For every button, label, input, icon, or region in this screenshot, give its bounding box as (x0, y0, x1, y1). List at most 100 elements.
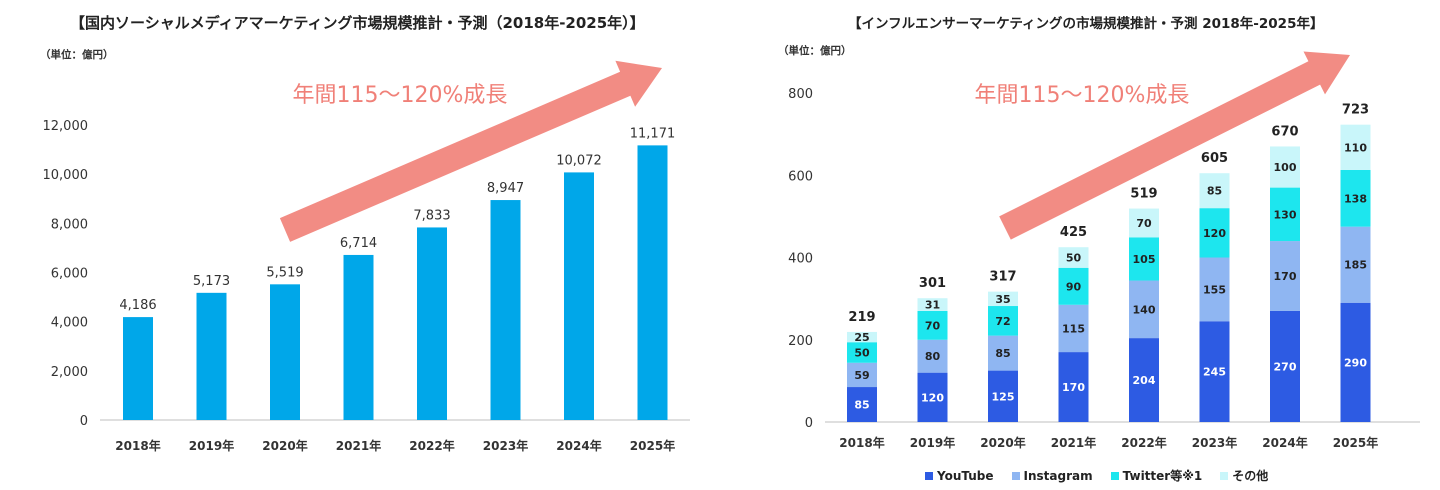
segment-label: 80 (925, 350, 941, 363)
segment-label: 125 (992, 390, 1015, 403)
x-tick-label: 2018年 (115, 438, 160, 453)
x-tick-label: 2023年 (483, 438, 528, 453)
bar-segment (1199, 173, 1230, 209)
segment-label: 204 (1133, 374, 1156, 387)
bar (270, 284, 300, 420)
bar-segment (1199, 321, 1230, 422)
legend-label: Twitter等※1 (1122, 469, 1203, 483)
segment-label: 59 (854, 369, 869, 382)
data-label: 6,714 (340, 236, 377, 251)
x-tick-label: 2022年 (409, 438, 454, 453)
y-tick-label: 400 (788, 252, 813, 267)
total-label: 670 (1271, 124, 1298, 139)
bar-segment (847, 331, 877, 343)
segment-label: 130 (1274, 208, 1297, 221)
legend-swatch (1011, 471, 1020, 480)
segment-label: 90 (1066, 280, 1082, 293)
legend-label: Instagram (1023, 468, 1093, 483)
stacked-bar-chart-plot: 0 200 400 600 800 85 59 50 25 219 2018年 120 80 70 31 30… (788, 51, 1420, 450)
bar (196, 292, 227, 420)
x-tick-label: 2024年 (556, 438, 601, 453)
y-tick-label: 800 (788, 87, 813, 102)
bar-segment (917, 298, 948, 311)
total-label: 519 (1130, 187, 1157, 202)
bar-segment (1340, 226, 1371, 303)
bar-segment (1340, 302, 1371, 422)
bar (343, 254, 374, 420)
segment-label: 72 (995, 315, 1010, 328)
legend-item: Twitter等※1 (1110, 467, 1203, 484)
bar-segment (1270, 310, 1300, 422)
x-tick-label: 2023年 (1192, 435, 1237, 450)
bar-segment (1058, 352, 1089, 422)
bar-segment (1129, 208, 1159, 238)
bar-segment (988, 306, 1018, 336)
segment-label: 140 (1133, 303, 1156, 316)
bar-segment (988, 370, 1018, 422)
data-label: 10,072 (556, 153, 602, 168)
total-label: 425 (1060, 225, 1087, 240)
bar-segment (1270, 187, 1300, 242)
y-tick-label: 0 (805, 416, 813, 431)
bar-segment (917, 372, 948, 422)
legend-item: Instagram (1011, 467, 1093, 484)
bar-segment (1199, 257, 1230, 322)
data-label: 4,186 (119, 298, 156, 313)
bar-segment (988, 335, 1018, 371)
bar (564, 172, 594, 420)
y-tick-label: 0 (80, 414, 88, 429)
x-tick-label: 2020年 (262, 438, 307, 453)
legend-swatch (1220, 471, 1229, 480)
segment-label: 25 (854, 331, 869, 344)
y-tick-label: 8,000 (51, 217, 88, 232)
bar-segment (917, 310, 948, 340)
x-tick-label: 2025年 (1333, 435, 1378, 450)
bar-segment (1340, 124, 1371, 170)
bar-segment (988, 291, 1018, 307)
legend-label: その他 (1232, 469, 1269, 483)
bar-segment (1129, 280, 1159, 339)
bar-segment (1340, 169, 1371, 227)
bar-segment (1058, 304, 1089, 353)
segment-label: 170 (1062, 381, 1085, 394)
bar-segment (847, 387, 877, 422)
data-label: 5,173 (193, 274, 230, 289)
y-tick-label: 2,000 (51, 365, 88, 380)
annotation-text: 年間115～120%成長 (975, 83, 1190, 108)
segment-label: 155 (1203, 283, 1226, 296)
social-media-market-chart: 【国内ソーシャルメディアマーケティング市場規模推計・予測（2018年-2025年… (40, 14, 690, 453)
segment-label: 100 (1274, 161, 1297, 174)
bar-segment (1199, 208, 1230, 258)
bar (123, 317, 153, 420)
segment-label: 85 (1207, 185, 1222, 198)
legend-item: YouTube (925, 467, 994, 484)
data-label: 8,947 (487, 181, 524, 196)
segment-label: 120 (1203, 227, 1226, 240)
segment-label: 70 (1136, 217, 1152, 230)
influencer-market-chart: 【インフルエンサーマーケティングの市場規模推計・予測 2018年-2025年】 … (720, 0, 1440, 490)
bar-segment (917, 339, 948, 373)
y-tick-label: 10,000 (43, 168, 89, 183)
x-tick-label: 2025年 (630, 438, 675, 453)
chart-title: 【国内ソーシャルメディアマーケティング市場規模推計・予測（2018年-2025年… (70, 14, 645, 32)
total-label: 301 (919, 276, 946, 291)
bar-segment (1058, 267, 1089, 305)
segment-label: 270 (1274, 360, 1297, 373)
total-label: 605 (1201, 151, 1228, 166)
segment-label: 85 (995, 347, 1010, 360)
legend-swatch (925, 471, 933, 480)
annotation-text: 年間115～120%成長 (293, 83, 508, 108)
segment-label: 245 (1203, 366, 1226, 379)
segment-label: 105 (1133, 253, 1156, 266)
segment-label: 50 (1066, 252, 1082, 265)
data-label: 11,171 (630, 126, 676, 141)
x-tick-label: 2022年 (1121, 435, 1166, 450)
bar-segment (1129, 338, 1159, 422)
segment-label: 85 (854, 399, 869, 412)
segment-label: 290 (1344, 356, 1367, 369)
y-tick-label: 600 (788, 169, 813, 184)
x-tick-label: 2019年 (189, 438, 234, 453)
legend-label: YouTube (937, 468, 994, 483)
bar (417, 227, 447, 420)
bar-segment (847, 342, 877, 363)
